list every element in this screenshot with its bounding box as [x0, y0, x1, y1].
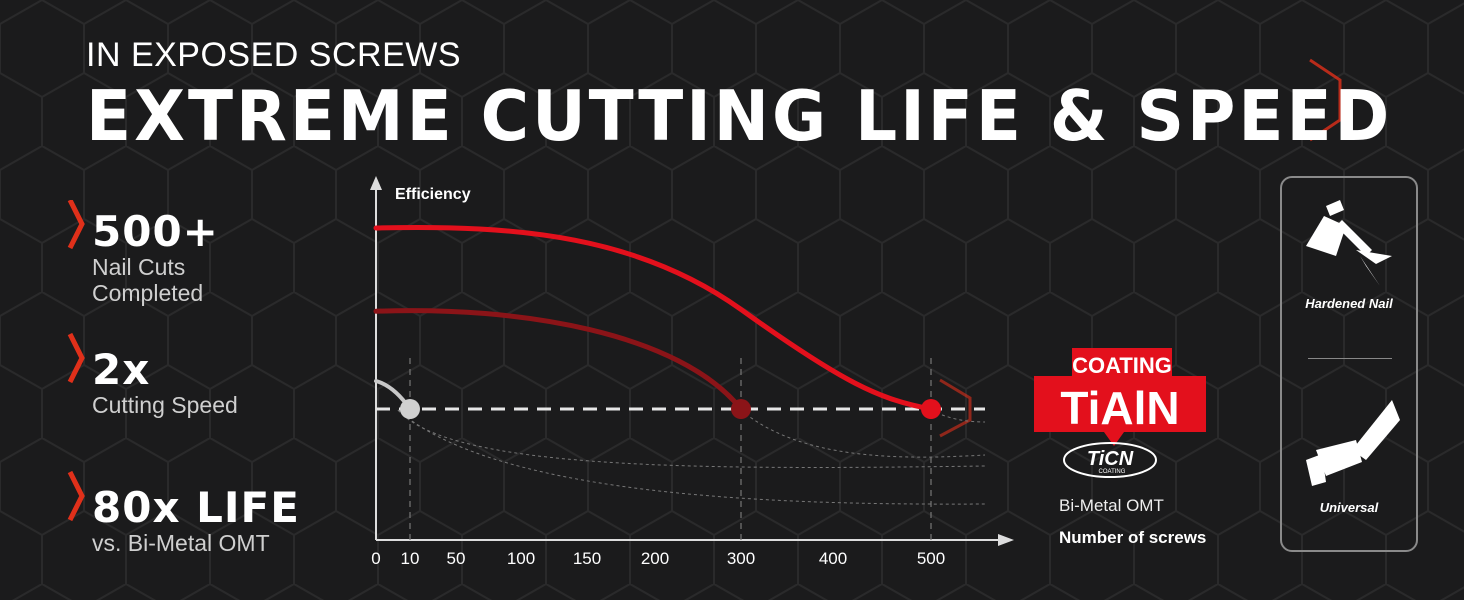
x-tick-label: 500 [917, 549, 945, 568]
data-point [400, 399, 420, 419]
panel-label-hardened-nail: Hardened Nail [1305, 296, 1393, 311]
x-tick-label: 200 [641, 549, 669, 568]
x-tick-label: 100 [507, 549, 535, 568]
ticn-logo: TiCN COATING [1063, 442, 1157, 478]
stat-nail-cuts: 500+ Nail Cuts Completed [92, 207, 219, 307]
coating-label: COATING [1072, 353, 1172, 378]
x-tick-label: 400 [819, 549, 847, 568]
decay-curve [397, 409, 986, 505]
x-tick-label: 300 [727, 549, 755, 568]
stat-label: Nail Cuts [92, 254, 186, 280]
chevron-icons [67, 200, 85, 522]
application-panel: Hardened Nail Universal [1280, 176, 1418, 552]
series-line-tialn [373, 224, 934, 412]
coating-badge: COATING TiAlN [1034, 346, 1214, 461]
series-line-ticn [373, 308, 744, 412]
tiain-label: TiAlN [1060, 382, 1179, 434]
x-axis-arrow [998, 534, 1014, 546]
x-tick-label: 10 [401, 549, 420, 568]
stat-label: vs. Bi-Metal OMT [92, 530, 270, 556]
y-axis-arrow [370, 176, 382, 190]
page-title: EXTREME CUTTING LIFE & SPEED [86, 76, 1393, 157]
ticn-label: TiCN [1087, 448, 1134, 470]
stat-cutting-speed: 2x Cutting Speed [92, 345, 238, 419]
x-tick-label: 150 [573, 549, 601, 568]
stat-value: 500+ [92, 207, 219, 256]
decay-curve [930, 409, 986, 423]
y-axis-label: Efficiency [395, 186, 471, 203]
stat-value: 80x LIFE [92, 483, 300, 532]
stat-label: Cutting Speed [92, 392, 238, 418]
decay-curve [740, 409, 986, 458]
stat-value: 2x [92, 345, 151, 394]
x-tick-label: 0 [371, 549, 380, 568]
x-tick-label: 50 [447, 549, 466, 568]
nail-icon [1306, 200, 1392, 286]
ticn-sub: COATING [1099, 469, 1126, 475]
legend-xaxis: Number of screws [1059, 528, 1207, 547]
data-point [731, 399, 751, 419]
legend-bimetal: Bi-Metal OMT [1059, 496, 1164, 515]
chevron-icon [67, 470, 85, 522]
chevron-icon [67, 332, 85, 384]
multitool-icon [1306, 400, 1400, 486]
page-subtitle: IN EXPOSED SCREWS [86, 36, 462, 74]
decay-curve [397, 409, 986, 468]
stat-life: 80x LIFE vs. Bi-Metal OMT [92, 483, 300, 557]
stat-label: Completed [92, 280, 204, 306]
data-point [921, 399, 941, 419]
panel-label-universal: Universal [1319, 500, 1379, 515]
panel-divider [1308, 358, 1392, 359]
chevron-icon [67, 200, 85, 250]
